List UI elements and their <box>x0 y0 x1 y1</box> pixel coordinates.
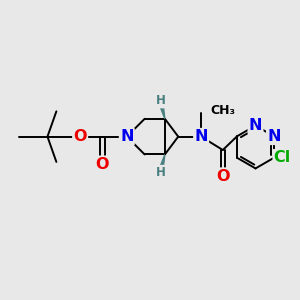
Text: O: O <box>74 129 87 144</box>
Polygon shape <box>158 154 165 173</box>
Text: O: O <box>96 157 109 172</box>
Text: O: O <box>216 169 230 184</box>
Text: N: N <box>249 118 262 133</box>
Text: Cl: Cl <box>274 150 291 165</box>
Text: CH₃: CH₃ <box>210 104 235 117</box>
Text: N: N <box>120 129 134 144</box>
Text: H: H <box>155 94 165 107</box>
Text: N: N <box>267 129 281 144</box>
Text: N: N <box>194 129 208 144</box>
Text: H: H <box>155 166 165 179</box>
Polygon shape <box>158 100 165 119</box>
